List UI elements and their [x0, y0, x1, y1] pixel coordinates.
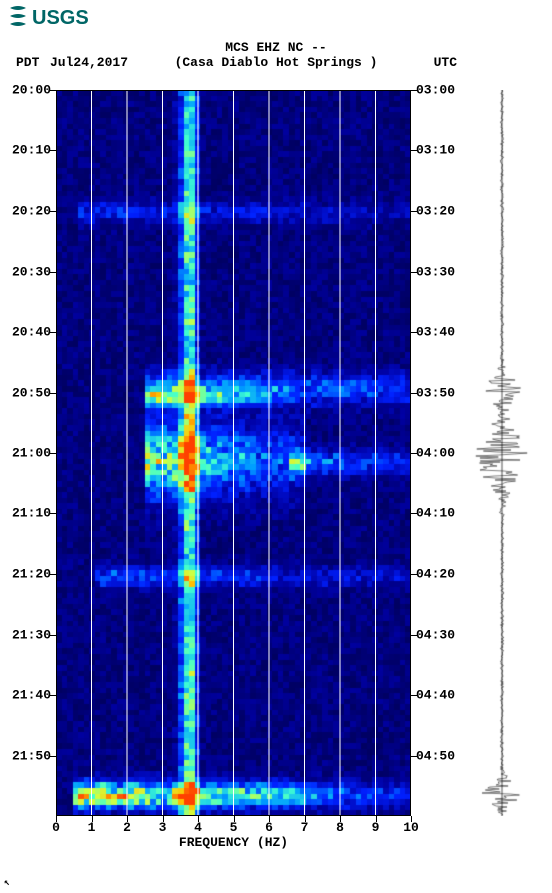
xtick: 3	[159, 820, 167, 835]
ytick-left: 20:40	[12, 324, 51, 339]
date-label: Jul24,2017	[50, 55, 128, 70]
ytick-right: 03:30	[416, 264, 455, 279]
ytick-right: 03:00	[416, 83, 455, 98]
ytick-right: 04:50	[416, 748, 455, 763]
usgs-text: USGS	[32, 7, 89, 29]
ytick-right: 04:30	[416, 627, 455, 642]
xtick: 2	[123, 820, 131, 835]
cursor-mark: ↖	[4, 877, 10, 889]
ytick-right: 03:10	[416, 143, 455, 158]
ytick-left: 21:50	[12, 748, 51, 763]
usgs-logo: USGS	[8, 2, 98, 34]
seismogram-panel	[472, 90, 532, 816]
tz-right-label: UTC	[434, 55, 457, 70]
ytick-left: 21:00	[12, 446, 51, 461]
station-line1: MCS EHZ NC --	[0, 40, 552, 55]
ytick-left: 21:20	[12, 567, 51, 582]
xtick: 7	[301, 820, 309, 835]
x-axis-label: FREQUENCY (HZ)	[179, 835, 288, 850]
ytick-left: 21:30	[12, 627, 51, 642]
ytick-right: 03:20	[416, 204, 455, 219]
ytick-left: 20:50	[12, 385, 51, 400]
ytick-left: 20:10	[12, 143, 51, 158]
tz-left-label: PDT	[16, 55, 39, 70]
ytick-right: 04:10	[416, 506, 455, 521]
xtick: 8	[336, 820, 344, 835]
seismogram-canvas	[472, 90, 532, 816]
xtick: 5	[230, 820, 238, 835]
xtick: 10	[403, 820, 419, 835]
spectrogram-canvas	[56, 90, 411, 816]
ytick-right: 04:40	[416, 687, 455, 702]
xtick: 1	[88, 820, 96, 835]
ytick-left: 21:10	[12, 506, 51, 521]
ytick-left: 20:30	[12, 264, 51, 279]
ytick-right: 03:50	[416, 385, 455, 400]
xtick: 6	[265, 820, 273, 835]
xtick: 0	[52, 820, 60, 835]
ytick-right: 03:40	[416, 324, 455, 339]
ytick-left: 20:00	[12, 83, 51, 98]
ytick-right: 04:20	[416, 567, 455, 582]
ytick-right: 04:00	[416, 446, 455, 461]
spectrogram-plot: 20:0020:1020:2020:3020:4020:5021:0021:10…	[56, 90, 411, 816]
ytick-left: 20:20	[12, 204, 51, 219]
xtick: 9	[372, 820, 380, 835]
ytick-left: 21:40	[12, 687, 51, 702]
xtick: 4	[194, 820, 202, 835]
